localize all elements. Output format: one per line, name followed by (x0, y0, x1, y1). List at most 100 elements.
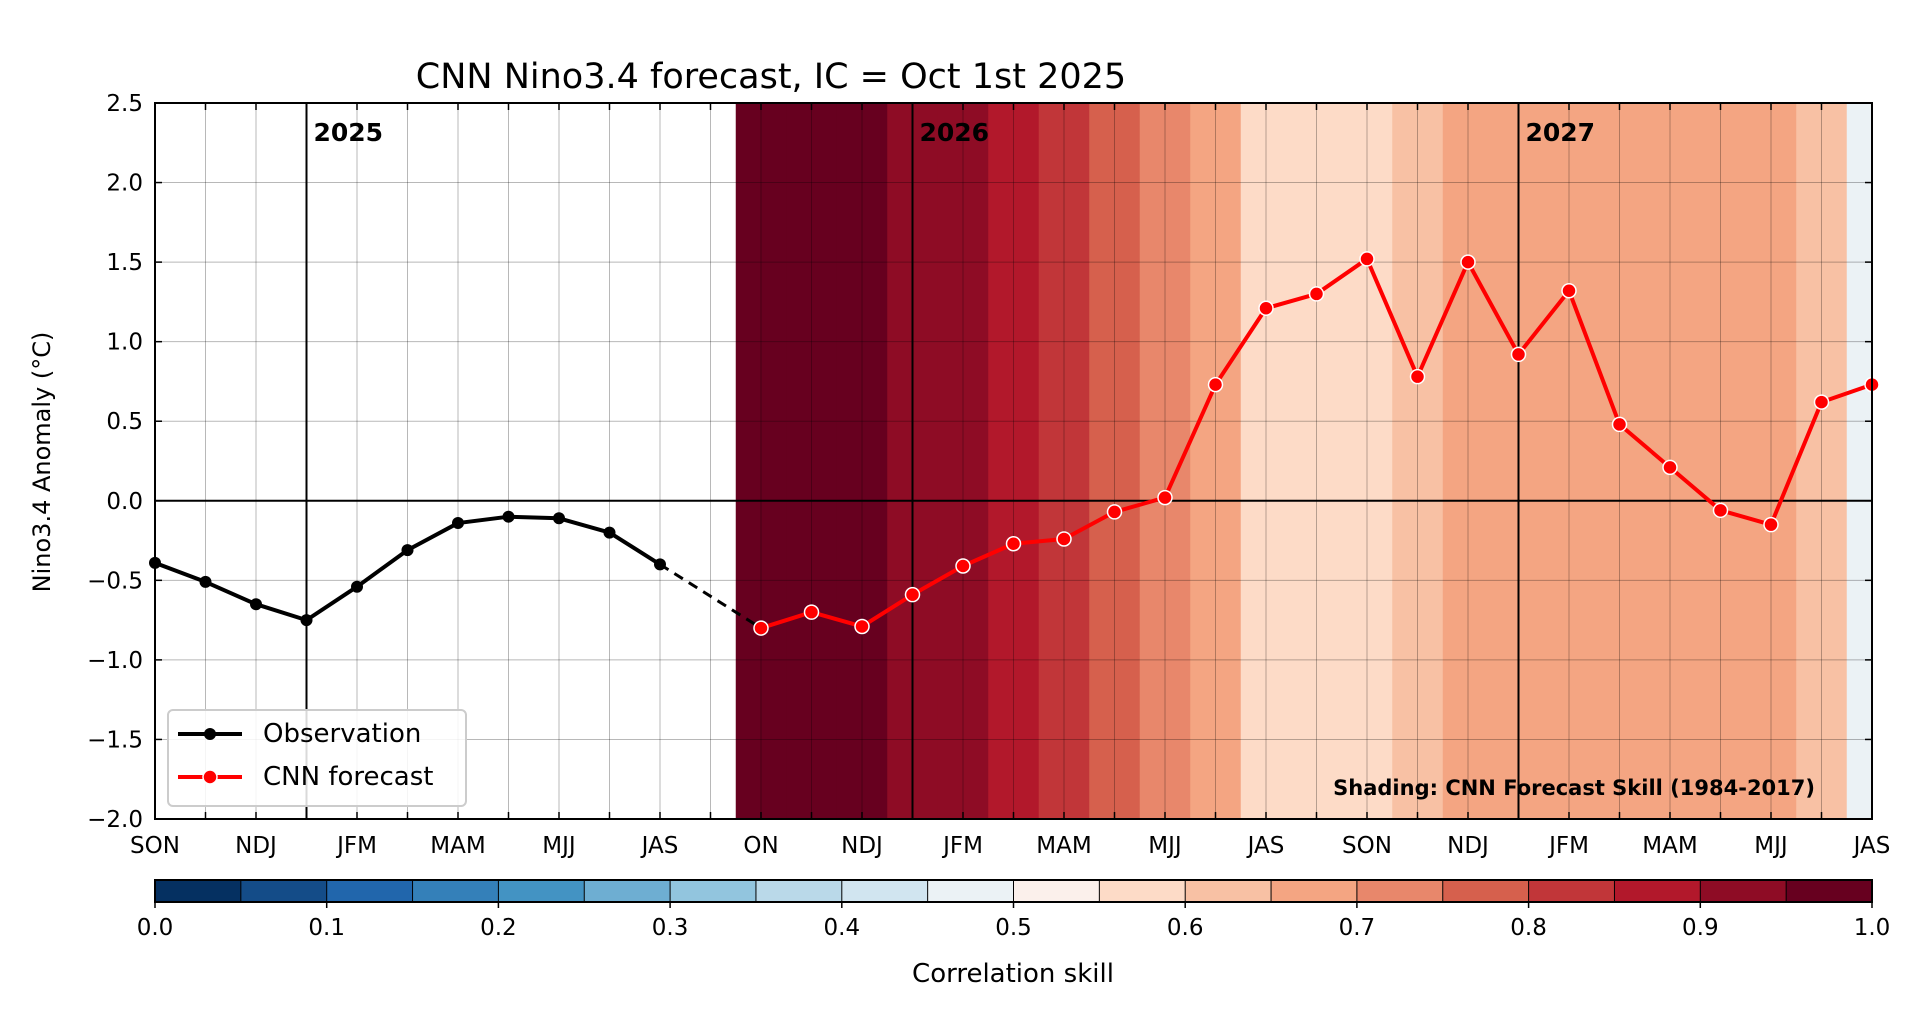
observation-point (553, 512, 565, 525)
cnn-forecast-point (1712, 502, 1729, 519)
cnn-forecast-point (1106, 504, 1123, 520)
year-dividers (155, 103, 1872, 819)
skill-band (937, 103, 989, 819)
x-tick-label: JAS (1852, 833, 1891, 859)
cnn-forecast-point (854, 618, 870, 635)
colorbar-tick-label: 0.3 (652, 915, 689, 941)
y-tick-label: −1.5 (87, 727, 143, 753)
colorbar-segment (1700, 880, 1787, 902)
colorbar-segment (240, 880, 328, 902)
legend-cnn-forecast-marker (202, 769, 218, 785)
cnn-forecast-point (1157, 489, 1173, 506)
y-axis-label: Nino3.4 Anomaly (°C) (28, 332, 56, 593)
y-tick-label: −0.5 (87, 568, 143, 594)
skill-band (1392, 103, 1444, 819)
cnn-forecast-point (1561, 283, 1577, 299)
cnn-forecast-point (1005, 535, 1022, 552)
y-tick-label: −1.0 (87, 648, 143, 674)
colorbar-segment (1442, 880, 1530, 902)
colorbar-segment (1786, 880, 1873, 902)
x-tick-label: MJJ (1148, 833, 1181, 859)
colorbar-segment (1614, 880, 1701, 902)
skill-band (1594, 103, 1646, 819)
axis-ticks (154, 102, 1873, 820)
cnn-forecast-point (803, 604, 820, 620)
colorbar-tick-label: 0.5 (995, 915, 1032, 941)
observation-point (300, 614, 313, 627)
cnn-forecast-point (1813, 394, 1830, 410)
colorbar-tick-label: 0.7 (1339, 915, 1376, 941)
cnn-forecast-point (1409, 368, 1426, 385)
y-tick-label: 0.5 (106, 409, 143, 435)
y-tick-label: 0.0 (106, 489, 143, 515)
cnn-forecast-point (1662, 459, 1678, 476)
colorbar-segment (1356, 880, 1444, 902)
observation-point (452, 517, 464, 530)
y-tick-label: −2.0 (87, 807, 143, 833)
colorbar-tick-label: 0.2 (480, 915, 517, 941)
skill-band (786, 103, 838, 819)
colorbar-segment (412, 880, 499, 902)
x-tick-label: ON (743, 833, 778, 859)
colorbar-segment (1271, 880, 1358, 902)
x-tick-label: MJJ (542, 833, 575, 859)
chart-title: CNN Nino3.4 forecast, IC = Oct 1st 2025 (416, 57, 1126, 97)
colorbar-tick-labels: 0.0 0.1 0.2 0.3 0.4 0.5 0.6 0.7 0.8 0.9 1.0 (137, 915, 1891, 941)
colorbar-segment (1185, 880, 1272, 902)
cnn-forecast-point (1510, 346, 1527, 363)
year-label: 2026 (920, 118, 990, 147)
observation-point (603, 526, 616, 539)
cnn-forecast-point (1763, 516, 1779, 533)
skill-band (1341, 103, 1393, 819)
x-tick-label: MAM (1642, 833, 1697, 859)
colorbar-tick-label: 0.0 (137, 915, 174, 941)
x-tick-label: JFM (941, 833, 983, 859)
skill-band (1695, 103, 1747, 819)
cnn-forecast-point (753, 620, 769, 636)
colorbar-segment (155, 880, 242, 902)
colorbar-segment (1099, 880, 1186, 902)
legend-observation-marker (204, 728, 216, 740)
x-tick-label: NDJ (235, 833, 277, 859)
observation-point (199, 575, 212, 588)
skill-band (1442, 103, 1494, 819)
skill-band (1796, 103, 1848, 819)
colorbar-tick-label: 0.4 (824, 915, 861, 941)
observation-point (401, 544, 414, 557)
cnn-forecast-point (1207, 376, 1224, 393)
colorbar-tick-label: 0.1 (308, 915, 345, 941)
colorbar-segment (1528, 880, 1616, 902)
x-tick-label: JFM (335, 833, 377, 859)
x-tick-labels: SON NDJ JFM MAM MJJ JAS ON NDJ JFM MAM MJJ JAS SON ND… (130, 833, 1890, 859)
legend-box (167, 709, 467, 807)
skill-band (735, 103, 787, 819)
cnn-forecast-point (1308, 286, 1325, 302)
colorbar-segment (498, 880, 585, 902)
year-label: 2025 (314, 118, 384, 147)
colorbar-label: Correlation skill (912, 959, 1114, 989)
colorbar-segment (326, 880, 414, 902)
colorbar-tick-label: 0.8 (1510, 915, 1547, 941)
skill-band (1745, 103, 1797, 819)
cnn-forecast-point (1056, 531, 1072, 547)
skill-band (1543, 103, 1595, 819)
observation-point (502, 510, 515, 523)
x-tick-label: MAM (1036, 833, 1091, 859)
colorbar-segment (670, 880, 757, 902)
x-tick-label: SON (1342, 833, 1392, 859)
x-tick-label: SON (130, 833, 180, 859)
cnn-forecast-point (955, 558, 971, 574)
shading-annotation: Shading: CNN Forecast Skill (1984-2017) (1333, 776, 1815, 800)
skill-band (1190, 103, 1242, 819)
x-tick-label: JAS (1246, 833, 1285, 859)
colorbar-tick-label: 1.0 (1854, 915, 1891, 941)
x-tick-label: NDJ (1447, 833, 1489, 859)
cnn-forecast-point (1611, 416, 1628, 433)
observation-point (654, 558, 666, 571)
legend-observation-label: Observation (263, 719, 421, 749)
cnn-forecast-point (1258, 300, 1274, 317)
cnn-forecast-point (1460, 254, 1476, 270)
skill-band (1291, 103, 1343, 819)
colorbar (154, 879, 1873, 908)
